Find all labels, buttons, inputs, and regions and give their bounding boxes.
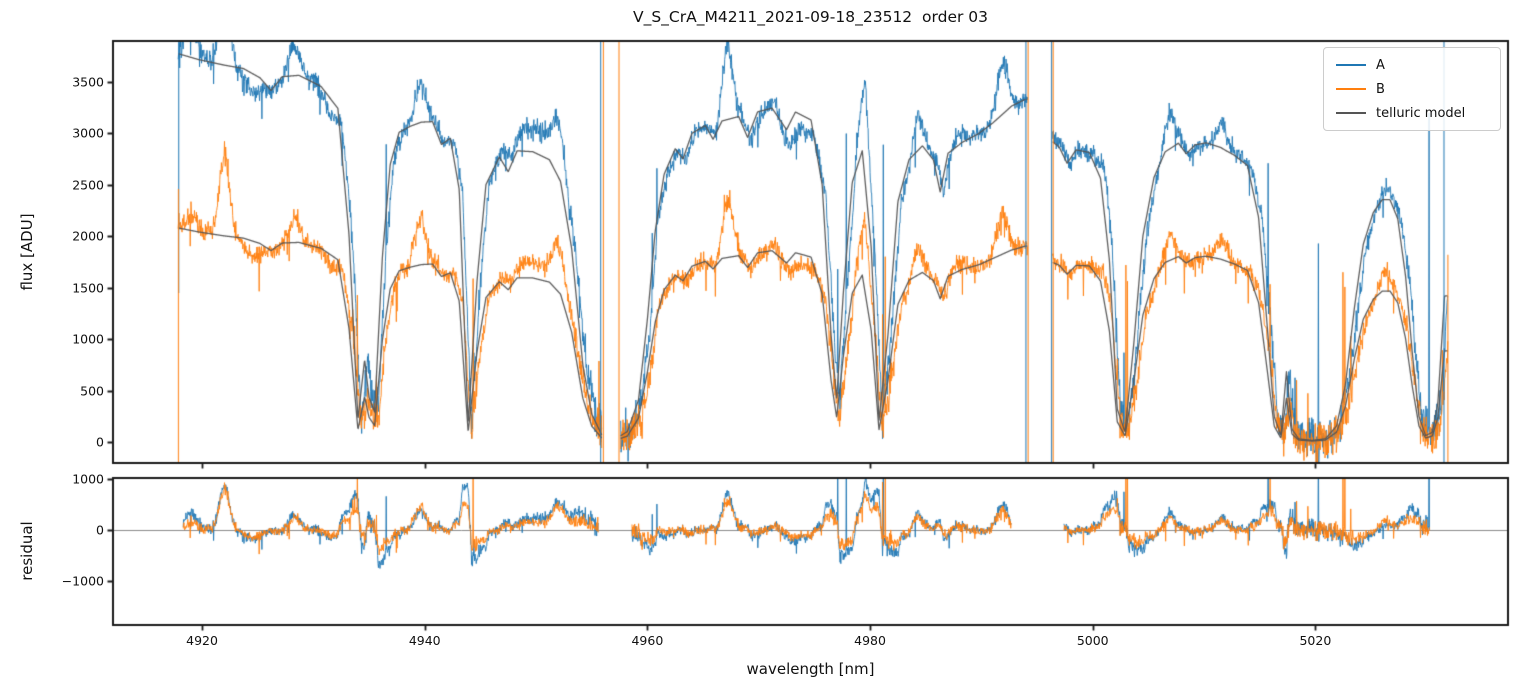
x-tick-label: 4940 — [408, 633, 441, 648]
x-tick-label: 5000 — [1076, 633, 1109, 648]
legend-entry-telluric: telluric model — [1336, 105, 1488, 121]
x-tick-label: 4960 — [631, 633, 664, 648]
flux-tick-label: 0 — [96, 434, 104, 450]
residual-axis-label: residual — [18, 521, 36, 581]
flux-tick-label: 1000 — [72, 331, 104, 347]
flux-tick-label: 3500 — [72, 74, 104, 90]
flux-tick-label: 3000 — [72, 125, 104, 141]
plot-title: V_S_CrA_M4211_2021-09-18_23512 order 03 — [632, 8, 989, 26]
legend-label-telluric: telluric model — [1376, 105, 1466, 121]
legend-line-b-swatch — [1336, 88, 1366, 90]
legend: A B telluric model — [1323, 47, 1501, 131]
legend-entry-a: A — [1336, 57, 1488, 73]
flux-tick-label: 2500 — [72, 177, 104, 193]
legend-line-a-swatch — [1336, 64, 1366, 66]
x-tick-label: 4980 — [854, 633, 886, 648]
flux-axis-label: flux [ADU] — [18, 213, 36, 291]
flux-tick-label: 2000 — [72, 228, 104, 244]
flux-tick-label: 1500 — [72, 280, 104, 296]
legend-label-b: B — [1376, 81, 1385, 97]
x-tick-label: 4920 — [186, 633, 218, 648]
legend-label-a: A — [1376, 57, 1385, 73]
residual-tick-label: 1000 — [72, 471, 104, 486]
wavelength-axis-label: wavelength [nm] — [746, 660, 875, 678]
legend-line-telluric-swatch — [1336, 112, 1366, 114]
flux-tick-label: 500 — [80, 383, 104, 399]
residual-tick-label: 0 — [96, 522, 104, 538]
legend-entry-b: B — [1336, 81, 1488, 97]
residual-tick-label: −1000 — [61, 573, 104, 589]
x-tick-label: 5020 — [1299, 633, 1332, 648]
